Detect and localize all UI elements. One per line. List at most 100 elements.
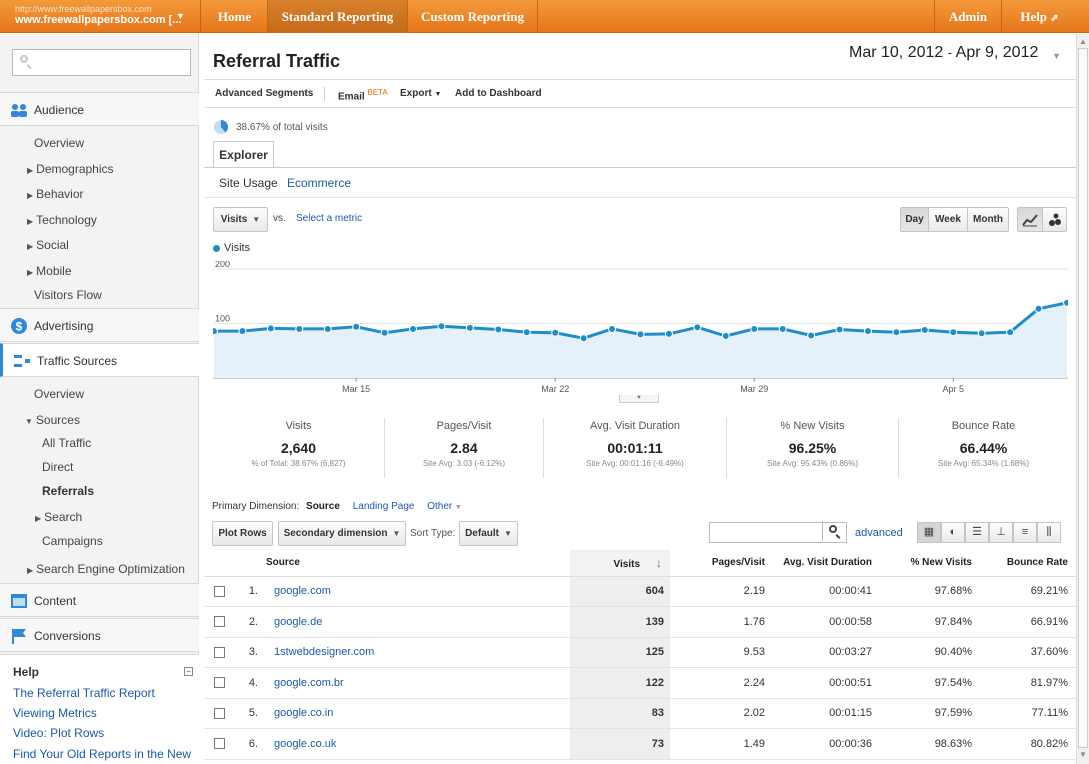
dimension-source[interactable]: Source bbox=[306, 501, 340, 512]
export-button[interactable]: Export ▼ bbox=[400, 88, 441, 99]
row-source-link[interactable]: google.co.in bbox=[274, 707, 334, 720]
nav-standard-reporting[interactable]: Standard Reporting bbox=[268, 0, 408, 33]
help-link[interactable]: The Referral Traffic Report bbox=[13, 686, 155, 700]
percentage-view-button[interactable]: ◐ bbox=[941, 522, 965, 543]
month-button[interactable]: Month bbox=[967, 207, 1009, 232]
account-selector[interactable]: http://www.freewallpapersbox.com www.fre… bbox=[0, 0, 201, 33]
nav-home[interactable]: Home bbox=[202, 0, 268, 33]
row-checkbox[interactable] bbox=[213, 616, 225, 628]
sidebar-item-audience-overview[interactable]: Overview bbox=[34, 136, 85, 150]
sidebar-item-behavior[interactable]: ▶ Behavior bbox=[27, 187, 84, 201]
row-source-link[interactable]: google.de bbox=[274, 615, 323, 628]
scroll-thumb[interactable] bbox=[1078, 48, 1088, 748]
metric-dropdown[interactable]: Visits ▼ bbox=[213, 207, 268, 232]
row-source-link[interactable]: 1stwebdesigner.com bbox=[274, 646, 375, 659]
sidebar-item-direct[interactable]: Direct bbox=[42, 460, 74, 474]
help-link[interactable]: Find Your Old Reports in the New bbox=[13, 747, 192, 761]
performance-view-button[interactable]: ☰ bbox=[965, 522, 989, 543]
advanced-filter-link[interactable]: advanced bbox=[855, 527, 903, 539]
header-new-visits[interactable]: % New Visits bbox=[880, 550, 980, 577]
sidebar-item-search[interactable]: ▶ Search bbox=[35, 510, 82, 524]
week-button[interactable]: Week bbox=[928, 207, 968, 232]
day-button[interactable]: Day bbox=[900, 207, 929, 232]
scorecard-bounce-rate[interactable]: Bounce Rate 66.44% Site Avg: 65.34% (1.6… bbox=[898, 418, 1068, 478]
row-source-cell: google.de bbox=[266, 606, 570, 638]
table-view-button[interactable]: ▦ bbox=[917, 522, 941, 543]
row-source-link[interactable]: google.co.uk bbox=[274, 737, 337, 750]
pie-icon: ◐ bbox=[949, 526, 957, 538]
secondary-dimension-dropdown[interactable]: Secondary dimension ▼ bbox=[278, 521, 406, 546]
row-source-link[interactable]: google.com bbox=[274, 585, 331, 598]
page-scrollbar[interactable]: ▲ ▼ bbox=[1076, 34, 1089, 764]
sidebar-item-demographics[interactable]: ▶ Demographics bbox=[27, 162, 114, 176]
header-avg-visit-duration[interactable]: Avg. Visit Duration bbox=[773, 550, 880, 577]
date-range-picker[interactable]: Mar 10, 2012 - Apr 9, 2012 ▼ bbox=[849, 44, 1067, 69]
header-source[interactable]: Source bbox=[266, 550, 570, 577]
chart-point bbox=[778, 324, 787, 333]
chart-resize-handle[interactable]: ▼ bbox=[619, 395, 659, 403]
table-search-button[interactable] bbox=[822, 521, 846, 541]
add-to-dashboard-button[interactable]: Add to Dashboard bbox=[455, 88, 542, 99]
sidebar-item-mobile[interactable]: ▶ Mobile bbox=[27, 264, 72, 278]
scorecard-value: 2,640 bbox=[280, 440, 317, 456]
dimension-other[interactable]: Other ▼ bbox=[427, 501, 462, 512]
tab-ecommerce[interactable]: Ecommerce bbox=[287, 176, 352, 190]
row-index: 5. bbox=[234, 698, 266, 729]
table-search-input[interactable] bbox=[709, 522, 847, 543]
nav-custom-reporting[interactable]: Custom Reporting bbox=[408, 0, 538, 33]
row-checkbox[interactable] bbox=[213, 677, 225, 689]
scorecard-visits[interactable]: Visits 2,640 % of Total: 38.67% (6,827) bbox=[213, 418, 384, 478]
header-visits[interactable]: Visits ↓ bbox=[570, 550, 670, 577]
email-button[interactable]: Email BETA bbox=[338, 88, 388, 102]
row-checkbox[interactable] bbox=[213, 738, 225, 750]
row-checkbox[interactable] bbox=[213, 585, 225, 597]
sidebar-item-all-traffic[interactable]: All Traffic bbox=[42, 436, 92, 450]
help-link[interactable]: Video: Plot Rows bbox=[13, 726, 105, 740]
nav-admin[interactable]: Admin bbox=[934, 0, 1002, 33]
comparison-view-button[interactable]: ⊥ bbox=[989, 522, 1013, 543]
sidebar-item-campaigns[interactable]: Campaigns bbox=[42, 534, 103, 548]
row-checkbox[interactable] bbox=[213, 646, 225, 658]
row-checkbox[interactable] bbox=[213, 707, 225, 719]
sort-type-dropdown[interactable]: Default ▼ bbox=[459, 521, 518, 546]
expand-arrow-icon: ▶ bbox=[27, 268, 34, 277]
sidebar-item-social[interactable]: ▶ Social bbox=[27, 238, 69, 252]
scorecard-avg-duration[interactable]: Avg. Visit Duration 00:01:11 Site Avg: 0… bbox=[543, 418, 726, 478]
sidebar-search-input[interactable] bbox=[12, 49, 191, 76]
row-source-link[interactable]: google.com.br bbox=[274, 676, 344, 689]
sidebar-item-seo[interactable]: ▶ Search Engine Optimization bbox=[27, 562, 185, 576]
collapse-icon[interactable]: − bbox=[184, 667, 193, 676]
x-tick-label: Apr 5 bbox=[943, 384, 965, 394]
sidebar-section-conversions[interactable]: Conversions bbox=[0, 618, 199, 652]
account-name: www.freewallpapersbox.com [... bbox=[15, 14, 182, 26]
sidebar-section-content[interactable]: Content bbox=[0, 583, 199, 617]
scroll-down-arrow-icon[interactable]: ▼ bbox=[1079, 750, 1087, 759]
select-metric-link[interactable]: Select a metric bbox=[296, 213, 363, 224]
legend-label: Visits bbox=[224, 242, 251, 254]
sidebar-section-traffic-sources[interactable]: Traffic Sources bbox=[0, 343, 199, 377]
motion-chart-button[interactable] bbox=[1042, 207, 1067, 232]
advanced-segments-button[interactable]: Advanced Segments bbox=[215, 88, 314, 99]
help-link[interactable]: Viewing Metrics bbox=[13, 706, 97, 720]
sidebar-item-technology[interactable]: ▶ Technology bbox=[27, 213, 97, 227]
scorecard-pages-per-visit[interactable]: Pages/Visit 2.84 Site Avg: 3.03 (-6.12%) bbox=[384, 418, 543, 478]
header-bounce-rate[interactable]: Bounce Rate bbox=[980, 550, 1076, 577]
tab-site-usage[interactable]: Site Usage bbox=[219, 176, 278, 190]
tab-explorer[interactable]: Explorer bbox=[213, 141, 274, 168]
term-cloud-view-button[interactable]: ≡ bbox=[1013, 522, 1037, 543]
sidebar-section-advertising[interactable]: $ Advertising bbox=[0, 308, 199, 342]
sidebar-item-sources[interactable]: ▼ Sources bbox=[25, 413, 80, 427]
dimension-landing-page[interactable]: Landing Page bbox=[352, 501, 415, 512]
header-pages-per-visit[interactable]: Pages/Visit bbox=[670, 550, 773, 577]
sidebar-item-visitors-flow[interactable]: Visitors Flow bbox=[34, 288, 102, 302]
plot-rows-button[interactable]: Plot Rows bbox=[212, 521, 273, 546]
scroll-up-arrow-icon[interactable]: ▲ bbox=[1079, 37, 1087, 46]
pivot-view-button[interactable]: ⫼ bbox=[1037, 522, 1061, 543]
nav-help[interactable]: Help ⇗ bbox=[1003, 0, 1076, 33]
line-chart-button[interactable] bbox=[1017, 207, 1043, 232]
scorecard-new-visits[interactable]: % New Visits 96.25% Site Avg: 95.43% (0.… bbox=[726, 418, 898, 478]
percent-of-total-visits: 38.67% of total visits bbox=[236, 122, 328, 133]
sidebar-item-referrals[interactable]: Referrals bbox=[42, 484, 95, 498]
sidebar-section-audience[interactable]: Audience bbox=[0, 92, 199, 126]
sidebar-item-ts-overview[interactable]: Overview bbox=[34, 387, 85, 401]
